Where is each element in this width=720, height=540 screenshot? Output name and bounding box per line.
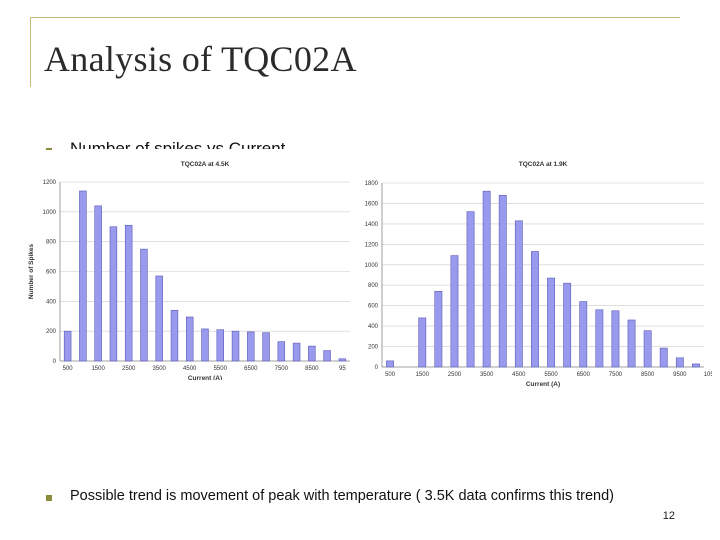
bar: [109, 226, 118, 362]
bar: [79, 190, 87, 362]
x-tick-label: 6500: [244, 366, 258, 372]
x-tick-label: 3500: [153, 366, 167, 372]
slide-title: Analysis of TQC02A: [44, 39, 357, 79]
y-tick-label: 1000: [365, 263, 379, 269]
x-tick-label: 95: [339, 366, 346, 372]
bar: [386, 360, 394, 368]
bar: [450, 255, 459, 368]
y-axis-label: Number of Spikes: [28, 243, 35, 299]
y-tick-label: 400: [368, 324, 379, 330]
bar: [675, 357, 684, 368]
y-tick-label: 1800: [365, 181, 379, 187]
x-tick-label: 5500: [544, 372, 558, 378]
x-tick-label: 8500: [305, 366, 319, 372]
y-tick-label: 600: [368, 304, 379, 310]
bar: [659, 347, 668, 368]
chart-4-5k: TQC02A at 4.5K 0 200 400 600 800 1000 1200 500 15…: [25, 150, 355, 380]
y-tick-label: 800: [368, 283, 379, 289]
x-tick-label: 7500: [275, 366, 289, 372]
bar: [201, 328, 209, 362]
bar: [466, 211, 475, 368]
x-tick-label: 7500: [609, 372, 623, 378]
page-number: 12: [662, 510, 675, 522]
y-tick-label: 1600: [365, 201, 379, 207]
x-tick-label: 2500: [448, 372, 462, 378]
bar: [63, 330, 72, 362]
x-tick-label: 1500: [91, 366, 105, 372]
y-tick-label: 1200: [43, 180, 57, 186]
bar: [692, 363, 700, 368]
x-axis-label: Current (A): [526, 381, 560, 388]
bar: [482, 190, 491, 368]
x-tick-label: 6500: [577, 372, 591, 378]
bar: [627, 319, 636, 368]
bar: [579, 301, 588, 368]
chart-1-9k: TQC02A at 1.9K 0 200 400 600 800 1000 1200 1400 1…: [352, 150, 712, 395]
x-tick-label: 9500: [673, 372, 687, 378]
bar: [231, 330, 240, 362]
x-tick-label: 500: [63, 366, 74, 372]
y-tick-label: 200: [368, 345, 379, 351]
bar: [170, 309, 179, 362]
bar: [498, 194, 507, 368]
y-tick-label: 0: [375, 365, 379, 371]
bar: [595, 309, 604, 368]
y-tick-label: 1200: [365, 242, 379, 248]
x-tick-label: 10500: [704, 372, 712, 378]
chart-4-5k-svg: TQC02A at 4.5K 0 200 400 600 800 1000 1200 500 15…: [28, 161, 350, 380]
y-tick-label: 800: [46, 240, 57, 246]
bullet-text-peak-trend: Possible trend is movement of peak with …: [70, 488, 614, 504]
slide-frame-left-line: [30, 17, 31, 87]
x-tick-label: 5500: [214, 366, 228, 372]
y-tick-label: 600: [46, 270, 57, 276]
x-tick-label: 4500: [183, 366, 197, 372]
bar: [514, 220, 523, 368]
bar: [338, 358, 347, 362]
bar: [563, 282, 572, 368]
bar: [531, 251, 539, 368]
chart-title: TQC02A at 4.5K: [181, 161, 230, 168]
bar: [262, 332, 270, 362]
bar: [216, 329, 224, 362]
bullet-text-spikes-vs-current: Number of spikes vs Current: [70, 139, 286, 149]
y-tick-label: 0: [53, 359, 57, 365]
bar: [643, 330, 652, 368]
x-tick-label: 500: [385, 372, 396, 378]
bullet-marker: [46, 495, 52, 501]
bar: [186, 316, 194, 362]
x-tick-label: 4500: [512, 372, 526, 378]
bar: [155, 275, 163, 362]
bar: [140, 248, 148, 362]
bar: [124, 224, 133, 362]
x-tick-label: 8500: [641, 372, 655, 378]
x-tick-label: 2500: [122, 366, 136, 372]
bar: [547, 277, 555, 368]
bar: [277, 341, 286, 362]
bar: [418, 317, 427, 368]
bar: [247, 331, 255, 362]
y-tick-label: 1400: [365, 222, 379, 228]
bar: [292, 342, 301, 362]
chart-1-9k-svg: TQC02A at 1.9K 0 200 400 600 800 1000 1200 1400 1…: [365, 161, 712, 388]
bar: [94, 205, 102, 362]
x-tick-label: 3500: [480, 372, 494, 378]
bar: [434, 291, 443, 368]
chart-title: TQC02A at 1.9K: [519, 161, 568, 168]
bar: [611, 310, 620, 368]
y-tick-label: 1000: [43, 210, 57, 216]
bar: [308, 345, 316, 362]
x-tick-label: 1500: [416, 372, 430, 378]
bar: [323, 350, 331, 362]
y-tick-label: 400: [46, 299, 57, 305]
y-tick-label: 200: [46, 329, 57, 335]
slide-frame-top-line: [30, 17, 680, 18]
x-axis-label: Current (A): [188, 375, 222, 380]
